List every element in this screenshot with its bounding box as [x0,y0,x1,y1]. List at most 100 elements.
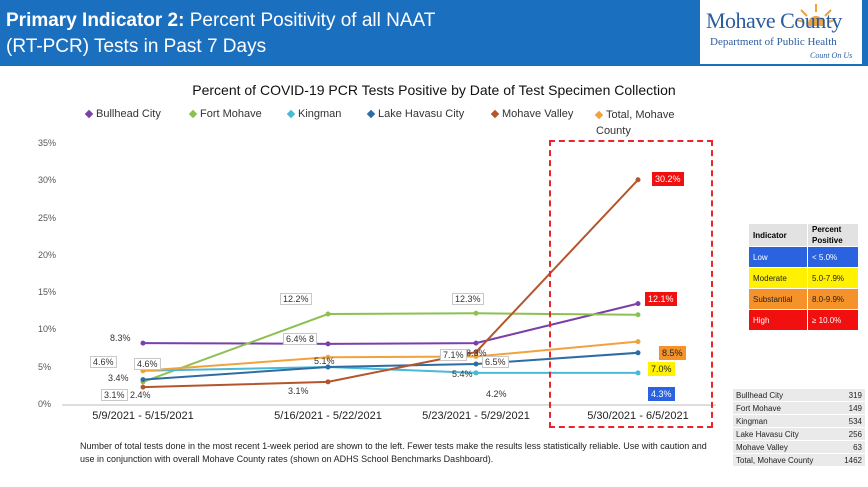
indicator-row: High ≥ 10.0% [748,309,859,331]
count-row: Fort Mohave 149 [733,401,865,415]
data-point [325,379,331,385]
footnote: Number of total tests done in the most r… [80,441,707,464]
area-name: Total, Mohave County [733,453,835,467]
data-point [635,177,641,183]
data-point [325,364,331,370]
data-label: 4.6% [134,358,161,370]
test-count: 256 [835,427,865,441]
indicator-row: Low < 5.0% [748,246,859,268]
data-label: 12.3% [452,293,484,305]
series-line-2 [142,365,638,374]
data-point [473,370,479,376]
data-point [635,301,641,307]
indicator-row: Moderate 5.0-7.9% [748,267,859,289]
y-tick-label: 25% [38,212,57,223]
legend-fort-mohave: Fort Mohave [188,108,262,120]
data-label: 30.2% [652,172,684,186]
count-row: Lake Havasu City 256 [733,427,865,441]
percent-positive-header: Percent Positive [807,223,859,247]
data-point [635,339,641,345]
x-tick-label: 5/23/2021 - 5/29/2021 [422,410,530,422]
data-point [473,310,479,316]
data-label: 8.3% [466,348,487,358]
test-count: 319 [835,389,865,402]
test-count: 149 [835,401,865,415]
test-count: 63 [835,440,865,454]
y-tick-label: 20% [38,249,57,260]
count-row: Mohave Valley 63 [733,440,865,454]
area-name: Lake Havasu City [733,427,835,441]
data-label: 7.0% [648,362,675,376]
data-point [635,370,641,376]
data-point [140,340,146,346]
indicator-range: 5.0-7.9% [807,267,859,289]
legend-mohave-valley: Mohave Valley [490,108,573,120]
y-tick-label: 0% [38,399,52,409]
data-point [325,341,331,347]
test-count: 534 [835,414,865,428]
chart-title: Percent of COVID-19 PCR Tests Positive b… [192,82,676,98]
series-line-5 [142,340,639,372]
count-row: Kingman 534 [733,414,865,428]
x-tick-label: 5/16/2021 - 5/22/2021 [274,410,382,422]
area-name: Fort Mohave [733,401,835,415]
data-label: 6.4% 8 [283,333,318,345]
y-tick-label: 5% [38,361,52,372]
data-point [325,311,331,317]
indicator-range: ≥ 10.0% [807,309,859,331]
series-line-1 [142,312,639,383]
data-point [325,354,331,360]
test-count: 1462 [835,453,865,467]
indicator-header: Indicator [748,223,808,247]
current-week-highlight [549,140,713,428]
data-point [473,340,479,346]
county-logo: Mohave County Department of Public Healt… [700,0,862,64]
area-name: Mohave Valley [733,440,835,454]
series-line-3 [142,351,639,381]
data-point [140,384,146,390]
indicator-row: Substantial 8.0-9.9% [748,288,859,310]
series-line-0 [142,302,639,345]
data-label: 3.1% [101,389,128,401]
data-label: 5.1% [314,356,335,366]
data-label: 12.1% [645,292,677,306]
series-line-4 [142,179,639,389]
y-tick-label: 10% [38,324,57,335]
x-tick-label: 5/9/2021 - 5/15/2021 [92,410,194,422]
legend-lake-havasu: Lake Havasu City [366,108,464,120]
indicator-table: Indicator Percent Positive Low < 5.0% Mode… [748,223,859,331]
header-banner: Primary Indicator 2: Percent Positivity … [0,0,868,66]
data-label: 7.1% [440,349,467,361]
data-point [473,354,479,360]
data-label: 6.5% [482,356,509,368]
indicator-level: Substantial [748,288,808,310]
count-row: Bullhead City 319 [733,389,865,402]
y-tick-label: 15% [38,287,57,298]
data-label: 8.3% [110,333,131,343]
legend-kingman: Kingman [286,108,341,120]
y-tick-label: 35% [38,138,57,148]
indicator-range: 8.0-9.9% [807,288,859,310]
data-point [140,377,146,383]
data-label: 4.6% [90,356,117,368]
test-count-table: Bullhead City 319 Fort Mohave 149 Kingman 534… [733,389,865,467]
y-tick-label: 30% [38,175,57,186]
logo-tagline: Count On Us [810,51,853,60]
data-point [473,349,479,355]
indicator-level: High [748,309,808,331]
data-label: 4.3% [648,387,675,401]
area-name: Kingman [733,414,835,428]
page-title: Primary Indicator 2: Percent Positivity … [6,10,436,31]
count-row: Total, Mohave County 1462 [733,453,865,467]
indicator-level: Moderate [748,267,808,289]
area-name: Bullhead City [733,389,835,402]
data-point [473,361,479,367]
logo-text: Mohave County [706,8,842,33]
data-label: 8.5% [659,346,686,360]
data-point [635,350,641,356]
indicator-range: < 5.0% [807,246,859,268]
data-label: 3.4% [108,373,129,383]
data-label: 3.1% [288,386,309,396]
data-label: 5.4% [452,369,473,379]
